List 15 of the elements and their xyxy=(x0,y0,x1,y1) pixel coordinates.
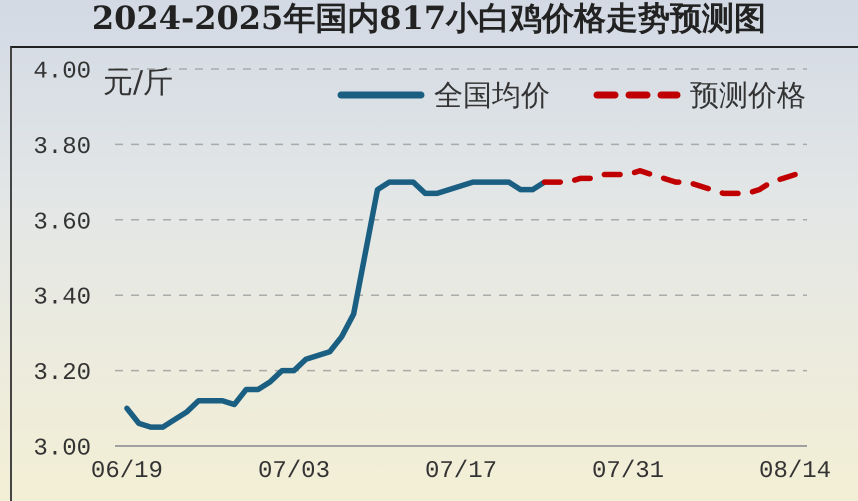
y-tick-label: 3.60 xyxy=(33,209,91,236)
y-tick-label: 3.40 xyxy=(33,284,91,312)
y-tick-label: 3.80 xyxy=(33,134,91,161)
legend-label: 全国均价 xyxy=(434,78,550,112)
y-axis-title: 元/斤 xyxy=(103,65,174,100)
legend-label: 预测价格 xyxy=(690,78,806,112)
x-tick-label: 08/14 xyxy=(759,458,832,486)
x-tick-label: 07/17 xyxy=(424,458,498,486)
x-tick-label: 07/31 xyxy=(592,458,664,486)
x-tick-label: 06/19 xyxy=(90,458,163,486)
chart-title: 2024-2025年国内817小白鸡价格走势预测图 xyxy=(90,0,768,39)
y-tick-label: 3.20 xyxy=(33,360,91,388)
y-tick-label: 3.00 xyxy=(33,436,91,463)
y-tick-label: 4.00 xyxy=(33,58,91,86)
x-tick-label: 07/03 xyxy=(258,458,330,486)
